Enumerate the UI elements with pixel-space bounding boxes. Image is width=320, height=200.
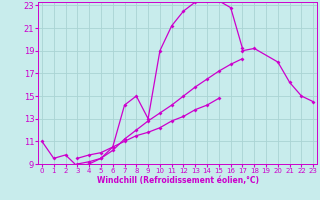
X-axis label: Windchill (Refroidissement éolien,°C): Windchill (Refroidissement éolien,°C) (97, 176, 259, 185)
